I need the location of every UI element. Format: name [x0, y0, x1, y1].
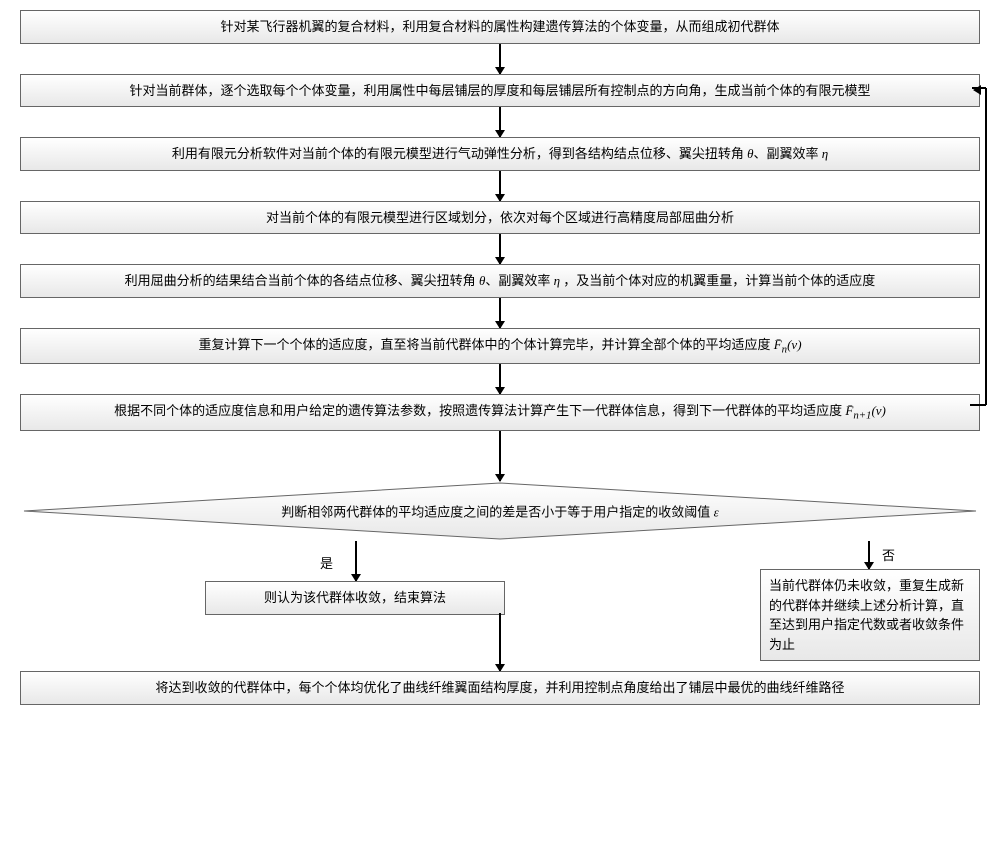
yes-box: 则认为该代群体收敛，结束算法	[205, 581, 505, 615]
f-v-2: (v)	[871, 403, 885, 418]
flowchart: 针对某飞行器机翼的复合材料，利用复合材料的属性构建遗传算法的个体变量，从而组成初…	[10, 10, 990, 705]
yes-label: 是	[320, 553, 333, 572]
arrow-2	[499, 107, 501, 137]
step-5-text-1: 利用屈曲分析的结果结合当前个体的各结点位移、翼尖扭转角	[125, 273, 479, 288]
feedback-arrowhead	[973, 85, 981, 95]
arrow-4	[499, 234, 501, 264]
step-5: 利用屈曲分析的结果结合当前个体的各结点位移、翼尖扭转角 θ、副翼效率 η ，及当…	[20, 264, 980, 298]
no-line	[868, 541, 870, 569]
decision-text: 判断相邻两代群体的平均适应度之间的差是否小于等于用户指定的收敛阈值 ε	[273, 498, 726, 525]
eta-1: η	[822, 146, 828, 161]
branch-area: 是 否 则认为该代群体收敛，结束算法 当前代群体仍未收敛，重复生成新的代群体并继…	[20, 541, 980, 671]
no-box-text: 当前代群体仍未收敛，重复生成新的代群体并继续上述分析计算，直至达到用户指定代数或…	[769, 578, 964, 652]
no-box: 当前代群体仍未收敛，重复生成新的代群体并继续上述分析计算，直至达到用户指定代数或…	[760, 569, 980, 661]
decision: 判断相邻两代群体的平均适应度之间的差是否小于等于用户指定的收敛阈值 ε	[20, 481, 980, 541]
step-6-text: 重复计算下一个个体的适应度，直至将当前代群体中的个体计算完毕，并计算全部个体的平…	[198, 337, 773, 352]
no-label: 否	[882, 545, 895, 564]
yes-line	[355, 541, 357, 581]
step-3-text-2: 、副翼效率	[753, 146, 821, 161]
step-6: 重复计算下一个个体的适应度，直至将当前代群体中的个体计算完毕，并计算全部个体的平…	[20, 328, 980, 365]
f-bar-1: F̄	[774, 337, 782, 352]
step-4-text: 对当前个体的有限元模型进行区域划分，依次对每个区域进行高精度局部屈曲分析	[266, 210, 734, 225]
arrow-6	[499, 364, 501, 394]
step-7: 根据不同个体的适应度信息和用户给定的遗传算法参数，按照遗传算法计算产生下一代群体…	[20, 394, 980, 431]
step-5-text-2: 、副翼效率	[485, 273, 553, 288]
step-3-text-1: 利用有限元分析软件对当前个体的有限元模型进行气动弹性分析，得到各结构结点位移、翼…	[172, 146, 747, 161]
step-3: 利用有限元分析软件对当前个体的有限元模型进行气动弹性分析，得到各结构结点位移、翼…	[20, 137, 980, 171]
arrow-7	[499, 431, 501, 481]
f-sub-2: n+1	[853, 410, 871, 422]
f-v-1: (v)	[787, 337, 801, 352]
step-1-text: 针对某飞行器机翼的复合材料，利用复合材料的属性构建遗传算法的个体变量，从而组成初…	[220, 19, 779, 34]
step-5-text-3: ，及当前个体对应的机翼重量，计算当前个体的适应度	[560, 273, 875, 288]
step-1: 针对某飞行器机翼的复合材料，利用复合材料的属性构建遗传算法的个体变量，从而组成初…	[20, 10, 980, 44]
arrow-3	[499, 171, 501, 201]
step-2: 针对当前群体，逐个选取每个个体变量，利用属性中每层铺层的厚度和每层铺层所有控制点…	[20, 74, 980, 108]
step-7-text: 根据不同个体的适应度信息和用户给定的遗传算法参数，按照遗传算法计算产生下一代群体…	[114, 403, 845, 418]
arrow-1	[499, 44, 501, 74]
epsilon: ε	[714, 505, 719, 520]
step-2-text: 针对当前群体，逐个选取每个个体变量，利用属性中每层铺层的厚度和每层铺层所有控制点…	[129, 83, 870, 98]
step-final-text: 将达到收敛的代群体中，每个个体均优化了曲线纤维翼面结构厚度，并利用控制点角度给出…	[155, 680, 844, 695]
step-final: 将达到收敛的代群体中，每个个体均优化了曲线纤维翼面结构厚度，并利用控制点角度给出…	[20, 671, 980, 705]
yes-box-text: 则认为该代群体收敛，结束算法	[264, 590, 446, 605]
decision-text-1: 判断相邻两代群体的平均适应度之间的差是否小于等于用户指定的收敛阈值	[281, 505, 713, 520]
step-4: 对当前个体的有限元模型进行区域划分，依次对每个区域进行高精度局部屈曲分析	[20, 201, 980, 235]
arrow-5	[499, 298, 501, 328]
merge-line	[499, 613, 501, 671]
